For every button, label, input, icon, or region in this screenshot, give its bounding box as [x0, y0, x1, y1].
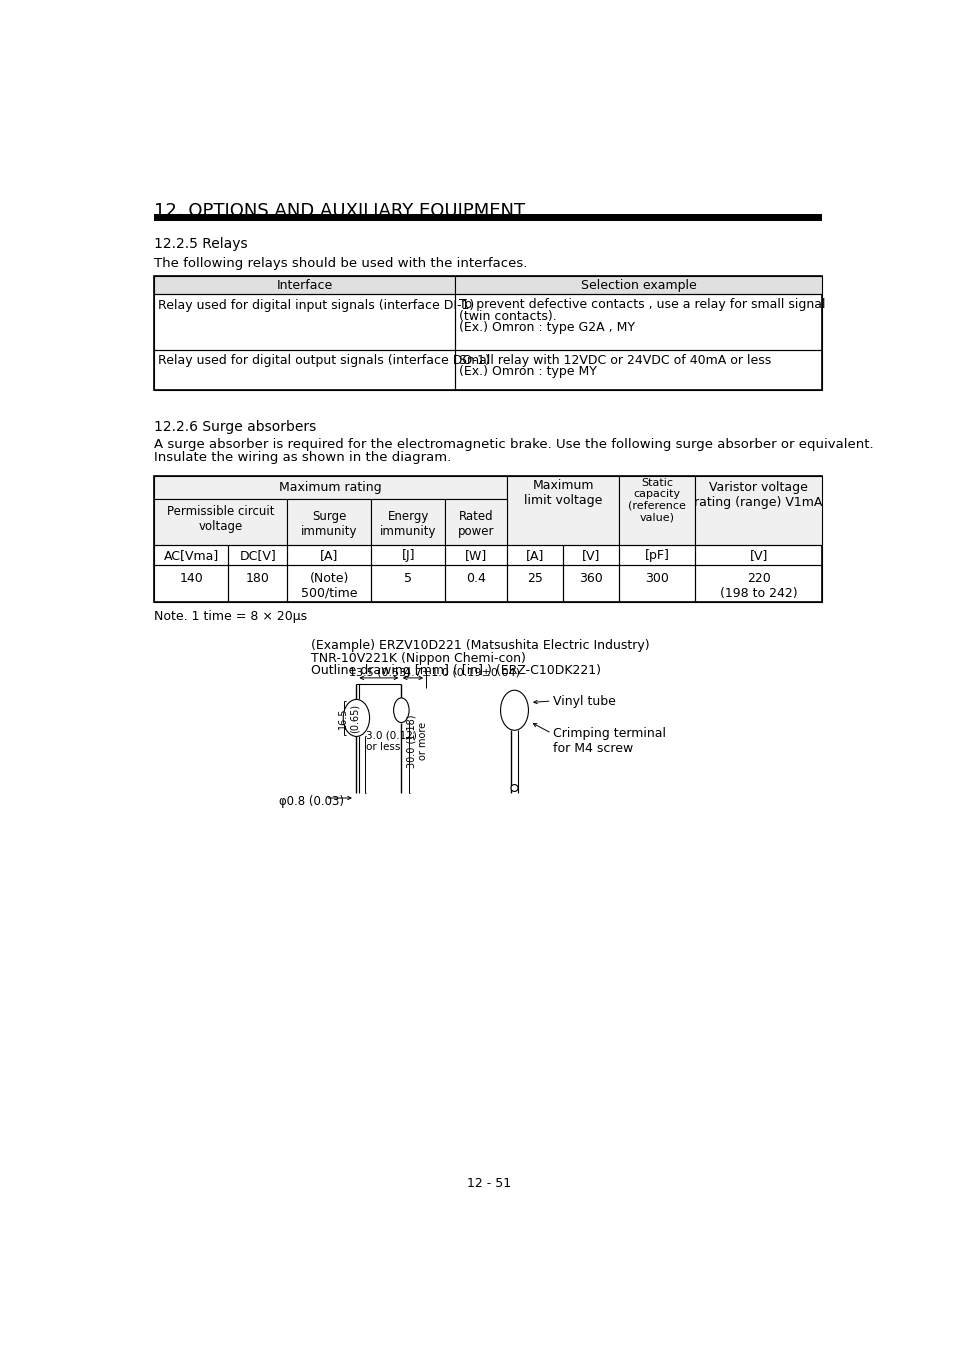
Text: The following relays should be used with the interfaces.: The following relays should be used with…	[154, 258, 527, 270]
Text: (Ex.) Omron : type MY: (Ex.) Omron : type MY	[458, 366, 596, 378]
Bar	[618, 545, 695, 566]
Text: 220
(198 to 242): 220 (198 to 242)	[720, 571, 797, 599]
Bar	[618, 477, 695, 545]
Bar	[445, 545, 507, 566]
Text: Selection example: Selection example	[580, 279, 696, 292]
Bar	[287, 500, 371, 545]
Bar	[455, 350, 821, 390]
Ellipse shape	[343, 699, 369, 736]
Bar	[371, 500, 445, 545]
Bar	[445, 566, 507, 602]
Text: Relay used for digital output signals (interface DO-1): Relay used for digital output signals (i…	[158, 355, 489, 367]
Text: 4.7±1.0 (0.19±0.04): 4.7±1.0 (0.19±0.04)	[404, 667, 520, 678]
Text: Static
capacity
(reference
value): Static capacity (reference value)	[628, 478, 685, 522]
Text: [V]: [V]	[581, 549, 599, 563]
Text: [pF]: [pF]	[644, 549, 669, 563]
Bar	[695, 477, 821, 545]
Bar	[507, 545, 562, 566]
Text: 12. OPTIONS AND AUXILIARY EQUIPMENT: 12. OPTIONS AND AUXILIARY EQUIPMENT	[154, 202, 525, 220]
Bar	[507, 477, 618, 545]
Text: 300: 300	[644, 571, 668, 585]
Ellipse shape	[500, 690, 528, 730]
Bar	[371, 545, 445, 566]
Bar	[154, 545, 228, 566]
Text: 12.2.6 Surge absorbers: 12.2.6 Surge absorbers	[154, 420, 316, 433]
Text: Maximum rating: Maximum rating	[279, 481, 381, 494]
Text: Insulate the wiring as shown in the diagram.: Insulate the wiring as shown in the diag…	[154, 451, 451, 464]
Bar	[154, 294, 455, 350]
Text: 0.4: 0.4	[466, 571, 486, 585]
Text: To prevent defective contacts , use a relay for small signal: To prevent defective contacts , use a re…	[458, 298, 824, 312]
Bar	[154, 566, 228, 602]
Bar	[562, 566, 618, 602]
Text: [A]: [A]	[525, 549, 544, 563]
Text: 16.5
(0.65): 16.5 (0.65)	[337, 703, 359, 733]
Text: 360: 360	[578, 571, 602, 585]
Text: DC[V]: DC[V]	[239, 549, 275, 563]
Text: AC[Vma]: AC[Vma]	[163, 549, 218, 563]
Bar	[154, 350, 455, 390]
Text: Relay used for digital input signals (interface DI-1): Relay used for digital input signals (in…	[158, 300, 474, 312]
Text: 13.5 (0.53): 13.5 (0.53)	[348, 667, 410, 678]
Bar	[154, 477, 507, 500]
Bar	[445, 500, 507, 545]
Text: Permissible circuit
voltage: Permissible circuit voltage	[167, 505, 274, 533]
Bar	[507, 566, 562, 602]
Text: [J]: [J]	[401, 549, 415, 563]
Text: 5: 5	[404, 571, 412, 585]
Bar	[562, 545, 618, 566]
Bar	[455, 275, 821, 294]
Text: Vinyl tube: Vinyl tube	[553, 695, 616, 707]
Bar	[455, 294, 821, 350]
Text: [V]: [V]	[749, 549, 767, 563]
Text: Crimping terminal
for M4 screw: Crimping terminal for M4 screw	[553, 728, 665, 755]
Text: Outline drawing [mm] ( [in] ) (ERZ-C10DK221): Outline drawing [mm] ( [in] ) (ERZ-C10DK…	[311, 664, 600, 678]
Bar	[228, 545, 287, 566]
Text: TNR-10V221K (Nippon Chemi-con): TNR-10V221K (Nippon Chemi-con)	[311, 652, 526, 664]
Bar	[154, 213, 821, 220]
Bar	[228, 566, 287, 602]
Text: (Example) ERZV10D221 (Matsushita Electric Industry): (Example) ERZV10D221 (Matsushita Electri…	[311, 640, 649, 652]
Text: Rated
power: Rated power	[457, 510, 494, 539]
Bar	[371, 566, 445, 602]
Bar	[618, 566, 695, 602]
Text: Energy
immunity: Energy immunity	[379, 510, 436, 539]
Text: Small relay with 12VDC or 24VDC of 40mA or less: Small relay with 12VDC or 24VDC of 40mA …	[458, 354, 770, 367]
Ellipse shape	[511, 784, 517, 791]
Text: 12.2.5 Relays: 12.2.5 Relays	[154, 238, 248, 251]
Text: [A]: [A]	[319, 549, 338, 563]
Text: [W]: [W]	[464, 549, 487, 563]
Bar	[154, 275, 455, 294]
Text: 180: 180	[246, 571, 270, 585]
Text: (Note)
500/time: (Note) 500/time	[300, 571, 357, 599]
Bar	[695, 545, 821, 566]
Text: (Ex.) Omron : type G2A , MY: (Ex.) Omron : type G2A , MY	[458, 320, 634, 333]
Text: 3.0 (0.12)
or less: 3.0 (0.12) or less	[366, 730, 416, 752]
Bar	[287, 545, 371, 566]
Text: 25: 25	[527, 571, 542, 585]
Text: Varistor voltage
rating (range) V1mA: Varistor voltage rating (range) V1mA	[694, 481, 822, 509]
Bar	[695, 566, 821, 602]
Text: Surge
immunity: Surge immunity	[300, 510, 357, 539]
Text: A surge absorber is required for the electromagnetic brake. Use the following su: A surge absorber is required for the ele…	[154, 439, 873, 451]
Text: Note. 1 time = 8 × 20μs: Note. 1 time = 8 × 20μs	[154, 610, 307, 624]
Text: 140: 140	[179, 571, 203, 585]
Text: Maximum
limit voltage: Maximum limit voltage	[523, 479, 601, 508]
Text: φ0.8 (0.03): φ0.8 (0.03)	[278, 795, 343, 807]
Text: 30.0 (1.18)
or more: 30.0 (1.18) or more	[406, 714, 427, 768]
Bar	[154, 500, 287, 545]
Ellipse shape	[394, 698, 409, 722]
Text: Interface: Interface	[276, 279, 333, 292]
Bar	[154, 477, 821, 602]
Bar	[287, 566, 371, 602]
Text: (twin contacts).: (twin contacts).	[458, 310, 556, 323]
Bar	[154, 275, 821, 390]
Text: 12 - 51: 12 - 51	[466, 1177, 511, 1189]
